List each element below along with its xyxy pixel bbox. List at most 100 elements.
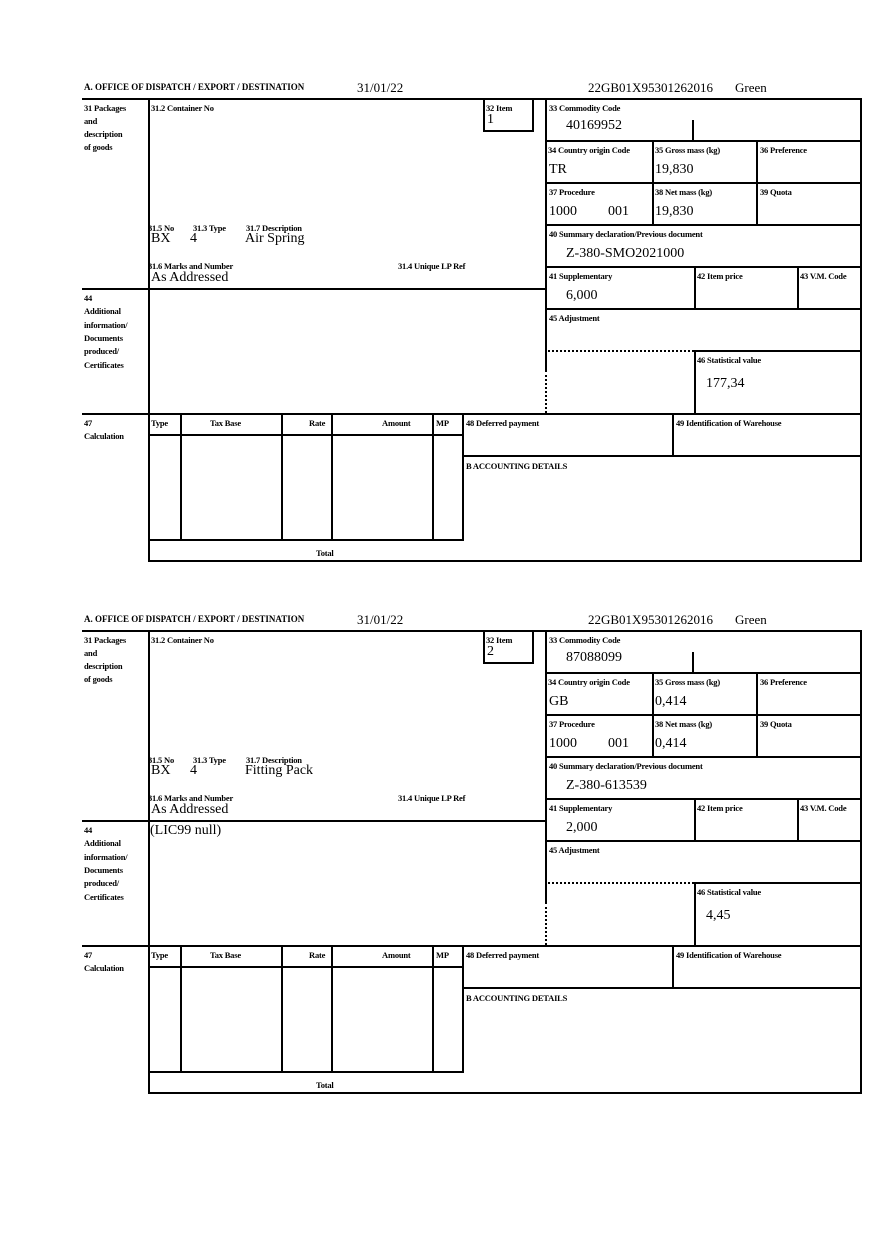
item-number: 1 [487,112,494,127]
procedure-label: 37 Procedure [549,187,595,197]
rule [82,98,862,100]
rule [692,652,694,672]
item-price-label: 42 Item price [697,271,743,281]
type-label: 31.3 Type [193,223,226,233]
box31-label: 31 Packages [84,635,126,645]
dotted-rule [545,902,547,945]
rule [180,413,182,541]
calc-header: Type [151,950,168,960]
commodity-code: 40169952 [566,118,622,133]
box44-label: Documents [84,864,123,875]
rule [462,455,862,457]
box31-label: and [84,648,98,658]
package-type: 4 [190,763,197,778]
rule [545,714,862,716]
box31-label: description [84,129,123,139]
rule [462,945,464,1073]
calc-header: Rate [309,950,326,960]
calc-header: MP [436,418,449,428]
item-box [483,632,534,664]
description-label: 31.7 Description [246,755,302,765]
country-origin-label: 34 Country origin Code [548,145,630,155]
warehouse-label: 49 Identification of Warehouse [676,950,782,960]
rule [82,288,547,290]
rule [545,182,862,184]
box44-label: Additional [84,838,121,849]
no-label: 31.5 No [148,223,174,233]
package-no: BX [151,763,171,778]
total-label: Total [316,1080,334,1090]
commodity-code: 87088099 [566,650,622,665]
supplementary: 2,000 [566,820,598,835]
calc-header: Amount [382,950,411,960]
rule [797,798,799,840]
marks-label: 31.6 Marks and Number [148,261,234,271]
office-heading: A. OFFICE OF DISPATCH / EXPORT / DESTINA… [84,82,305,92]
box31-label: of goods [84,674,113,684]
rule [694,798,696,840]
gross-mass-label: 35 Gross mass (kg) [655,677,720,687]
box31-label: and [84,116,98,126]
calc-header: Type [151,418,168,428]
statistical-value: 177,34 [706,376,745,391]
container-no-label: 31.2 Container No [151,103,214,113]
rule [82,945,862,947]
box47-label: 47 [84,418,93,428]
rule [545,140,862,142]
gross-mass-label: 35 Gross mass (kg) [655,145,720,155]
statistical-value: 4,45 [706,908,731,923]
rule [148,98,150,562]
unique-lp-ref-label: 31.4 Unique LP Ref [398,261,466,271]
rule [462,987,862,989]
commodity-code-label: 33 Commodity Code [549,635,621,645]
marks-and-number: As Addressed [151,270,229,285]
rule [694,266,696,308]
box31-label: 31 Packages [84,103,126,113]
country-origin-label: 34 Country origin Code [548,677,630,687]
no-label: 31.5 No [148,755,174,765]
rule [281,945,283,1073]
type-label: 31.3 Type [193,755,226,765]
preference-label: 36 Preference [760,677,807,687]
rule [82,413,862,415]
dotted-rule [545,882,694,884]
deferred-payment-label: 48 Deferred payment [466,950,539,960]
box44-label: Certificates [84,359,124,370]
route-status: Green [735,80,767,95]
box44-label: 44 [84,293,93,303]
box47-label: Calculation [84,963,124,973]
box47-label: 47 [84,950,93,960]
rule [652,140,654,224]
rule [432,413,434,541]
rule [694,350,862,352]
warehouse-label: 49 Identification of Warehouse [676,418,782,428]
procedure: 1000 [549,736,577,751]
procedure: 1000 [549,204,577,219]
box31-label: description [84,661,123,671]
net-mass-label: 38 Net mass (kg) [655,187,713,197]
rule [545,798,862,800]
goods-description: Fitting Pack [245,763,314,778]
calc-header: Amount [382,418,411,428]
item-number: 2 [487,644,494,659]
rule [545,630,547,902]
previous-document-label: 40 Summary declaration/Previous document [549,761,703,771]
rule [281,413,283,541]
additional-info: (LIC99 null) [150,823,222,838]
package-type: 4 [190,231,197,246]
rule [331,945,333,1073]
item-box [483,100,534,132]
calc-header: MP [436,950,449,960]
declaration-reference: 22GB01X95301262016 [588,612,713,627]
declaration-reference: 22GB01X95301262016 [588,80,713,95]
statistical-value-label: 46 Statistical value [697,887,761,897]
rule [672,413,674,456]
rule [462,413,464,541]
rule [148,539,464,541]
quota-label: 39 Quota [760,719,792,729]
net-mass: 0,414 [655,736,687,751]
box44-label: Documents [84,332,123,343]
previous-document: Z-380-613539 [566,778,647,793]
box44-label: information/ [84,851,128,862]
marks-and-number: As Addressed [151,802,229,817]
